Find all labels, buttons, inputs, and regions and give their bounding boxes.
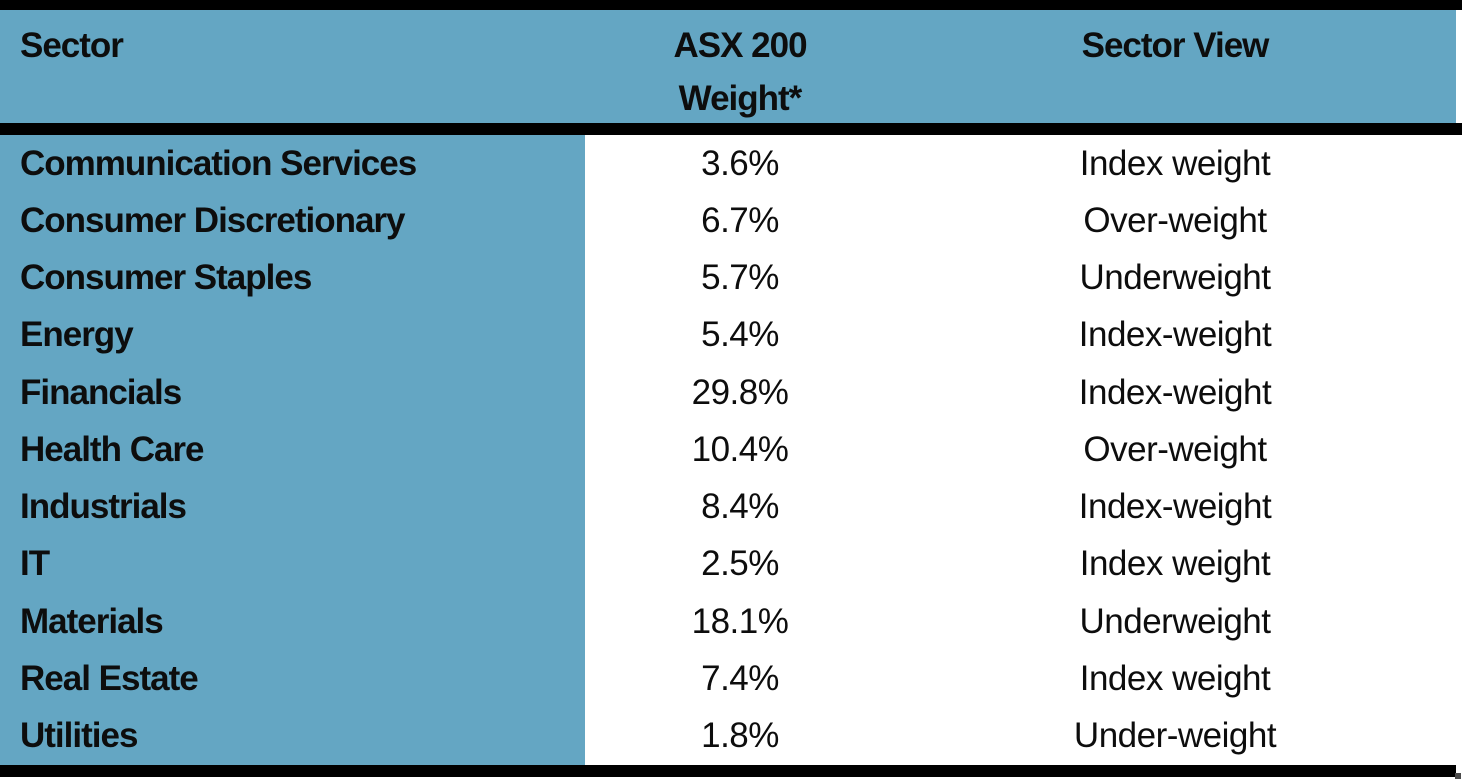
column-header-sector: Sector: [20, 26, 124, 65]
sector-name-cell: Consumer Staples: [0, 249, 585, 307]
table-row: Consumer Discretionary 6.7% Over-weight: [0, 192, 1462, 250]
asx-weight-cell: 6.7%: [585, 192, 895, 250]
sector-name-cell: Utilities: [0, 707, 585, 765]
sector-view-cell: Index weight: [895, 135, 1455, 193]
column-header-sector-view: Sector View: [1081, 26, 1270, 65]
sector-view-cell: Over-weight: [895, 421, 1455, 479]
column-header-asx200-weight: ASX 200 Weight*: [585, 10, 895, 125]
asx-weight-cell: 29.8%: [585, 364, 895, 422]
table-row: Financials 29.8% Index-weight: [0, 364, 1462, 422]
asx-weight-cell: 7.4%: [585, 650, 895, 708]
table-row: Real Estate 7.4% Index weight: [0, 650, 1462, 708]
table-row: Energy 5.4% Index-weight: [0, 306, 1462, 365]
sector-name-cell: Consumer Discretionary: [0, 192, 585, 250]
table-body: Communication Services 3.6% Index weight…: [0, 135, 1462, 765]
sector-name-cell: Communication Services: [0, 135, 585, 193]
sector-name-cell: IT: [0, 535, 585, 594]
table-row: IT 2.5% Index weight: [0, 535, 1462, 594]
sector-view-cell: Over-weight: [895, 192, 1455, 250]
table-top-border: [0, 0, 1462, 10]
table-row: Industrials 8.4% Index-weight: [0, 478, 1462, 536]
table-row: Utilities 1.8% Under-weight: [0, 707, 1462, 765]
sector-view-cell: Index-weight: [895, 478, 1455, 536]
table-bottom-border: [0, 765, 1456, 777]
table-header: Sector ASX 200 Weight* Sector View: [0, 10, 1462, 123]
sector-view-cell: Index weight: [895, 535, 1455, 594]
table-row: Health Care 10.4% Over-weight: [0, 421, 1462, 479]
sector-view-cell: Index-weight: [895, 306, 1455, 365]
header-row: Sector ASX 200 Weight* Sector View: [0, 10, 1462, 123]
sector-name-cell: Real Estate: [0, 650, 585, 708]
sector-name-cell: Health Care: [0, 421, 585, 479]
sector-name-cell: Energy: [0, 306, 585, 365]
table-row: Consumer Staples 5.7% Underweight: [0, 249, 1462, 307]
sector-view-cell: Index-weight: [895, 364, 1455, 422]
sector-view-cell: Under-weight: [895, 707, 1455, 765]
table-row: Communication Services 3.6% Index weight: [0, 135, 1462, 193]
corner-artifact: [1455, 773, 1461, 779]
asx-weight-cell: 18.1%: [585, 593, 895, 651]
sector-name-cell: Industrials: [0, 478, 585, 536]
sector-name-cell: Materials: [0, 593, 585, 651]
asx-weight-cell: 2.5%: [585, 535, 895, 594]
asx-weight-cell: 1.8%: [585, 707, 895, 765]
sector-view-cell: Underweight: [895, 593, 1455, 651]
asx-weight-cell: 3.6%: [585, 135, 895, 193]
column-header-asx200-weight-line2: Weight*: [678, 79, 803, 118]
asx-weight-cell: 8.4%: [585, 478, 895, 536]
header-divider-rule: [0, 123, 1462, 135]
sector-view-cell: Underweight: [895, 249, 1455, 307]
table-row: Materials 18.1% Underweight: [0, 593, 1462, 651]
asx-weight-cell: 5.7%: [585, 249, 895, 307]
header-background: [0, 10, 1456, 123]
asx-weight-cell: 10.4%: [585, 421, 895, 479]
asx-weight-cell: 5.4%: [585, 306, 895, 365]
sector-name-cell: Financials: [0, 364, 585, 422]
sector-view-cell: Index weight: [895, 650, 1455, 708]
column-header-asx200-weight-line1: ASX 200: [673, 26, 807, 65]
